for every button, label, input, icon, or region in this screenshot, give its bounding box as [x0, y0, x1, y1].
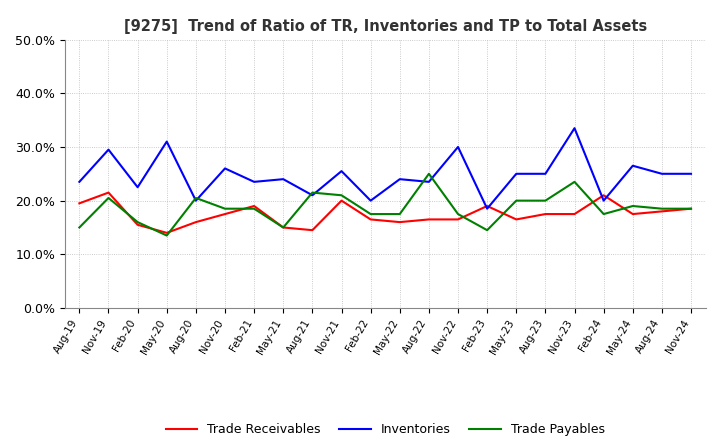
Trade Payables — [570, 179, 579, 184]
Inventories — [541, 171, 550, 176]
Trade Payables — [425, 171, 433, 176]
Inventories — [279, 176, 287, 182]
Trade Payables — [599, 211, 608, 216]
Inventories — [687, 171, 696, 176]
Trade Payables — [541, 198, 550, 203]
Trade Payables — [657, 206, 666, 211]
Line: Trade Receivables: Trade Receivables — [79, 193, 691, 233]
Trade Receivables — [279, 225, 287, 230]
Trade Payables — [220, 206, 229, 211]
Trade Receivables — [541, 211, 550, 216]
Trade Payables — [454, 211, 462, 216]
Trade Payables — [629, 203, 637, 209]
Inventories — [454, 144, 462, 150]
Trade Receivables — [220, 211, 229, 216]
Trade Receivables — [163, 230, 171, 235]
Trade Receivables — [75, 201, 84, 206]
Inventories — [629, 163, 637, 169]
Inventories — [163, 139, 171, 144]
Inventories — [337, 169, 346, 174]
Inventories — [570, 125, 579, 131]
Trade Receivables — [104, 190, 113, 195]
Trade Receivables — [512, 217, 521, 222]
Trade Payables — [308, 190, 317, 195]
Trade Receivables — [657, 209, 666, 214]
Trade Payables — [483, 227, 492, 233]
Inventories — [483, 206, 492, 211]
Trade Receivables — [570, 211, 579, 216]
Trade Receivables — [192, 220, 200, 225]
Line: Inventories: Inventories — [79, 128, 691, 209]
Trade Payables — [279, 225, 287, 230]
Trade Payables — [192, 195, 200, 201]
Inventories — [512, 171, 521, 176]
Inventories — [308, 193, 317, 198]
Trade Payables — [163, 233, 171, 238]
Trade Receivables — [454, 217, 462, 222]
Inventories — [220, 166, 229, 171]
Inventories — [395, 176, 404, 182]
Trade Payables — [687, 206, 696, 211]
Trade Payables — [366, 211, 375, 216]
Inventories — [599, 198, 608, 203]
Inventories — [425, 179, 433, 184]
Trade Payables — [250, 206, 258, 211]
Inventories — [133, 185, 142, 190]
Line: Trade Payables: Trade Payables — [79, 174, 691, 235]
Inventories — [366, 198, 375, 203]
Trade Payables — [512, 198, 521, 203]
Inventories — [192, 198, 200, 203]
Inventories — [104, 147, 113, 152]
Trade Receivables — [395, 220, 404, 225]
Trade Payables — [75, 225, 84, 230]
Title: [9275]  Trend of Ratio of TR, Inventories and TP to Total Assets: [9275] Trend of Ratio of TR, Inventories… — [124, 19, 647, 34]
Trade Receivables — [337, 198, 346, 203]
Trade Receivables — [599, 193, 608, 198]
Trade Receivables — [366, 217, 375, 222]
Trade Receivables — [629, 211, 637, 216]
Trade Payables — [104, 195, 113, 201]
Trade Receivables — [425, 217, 433, 222]
Trade Payables — [395, 211, 404, 216]
Trade Receivables — [483, 203, 492, 209]
Trade Payables — [337, 193, 346, 198]
Inventories — [75, 179, 84, 184]
Trade Receivables — [250, 203, 258, 209]
Inventories — [657, 171, 666, 176]
Inventories — [250, 179, 258, 184]
Trade Receivables — [687, 206, 696, 211]
Trade Payables — [133, 220, 142, 225]
Trade Receivables — [308, 227, 317, 233]
Trade Receivables — [133, 222, 142, 227]
Legend: Trade Receivables, Inventories, Trade Payables: Trade Receivables, Inventories, Trade Pa… — [161, 418, 610, 440]
